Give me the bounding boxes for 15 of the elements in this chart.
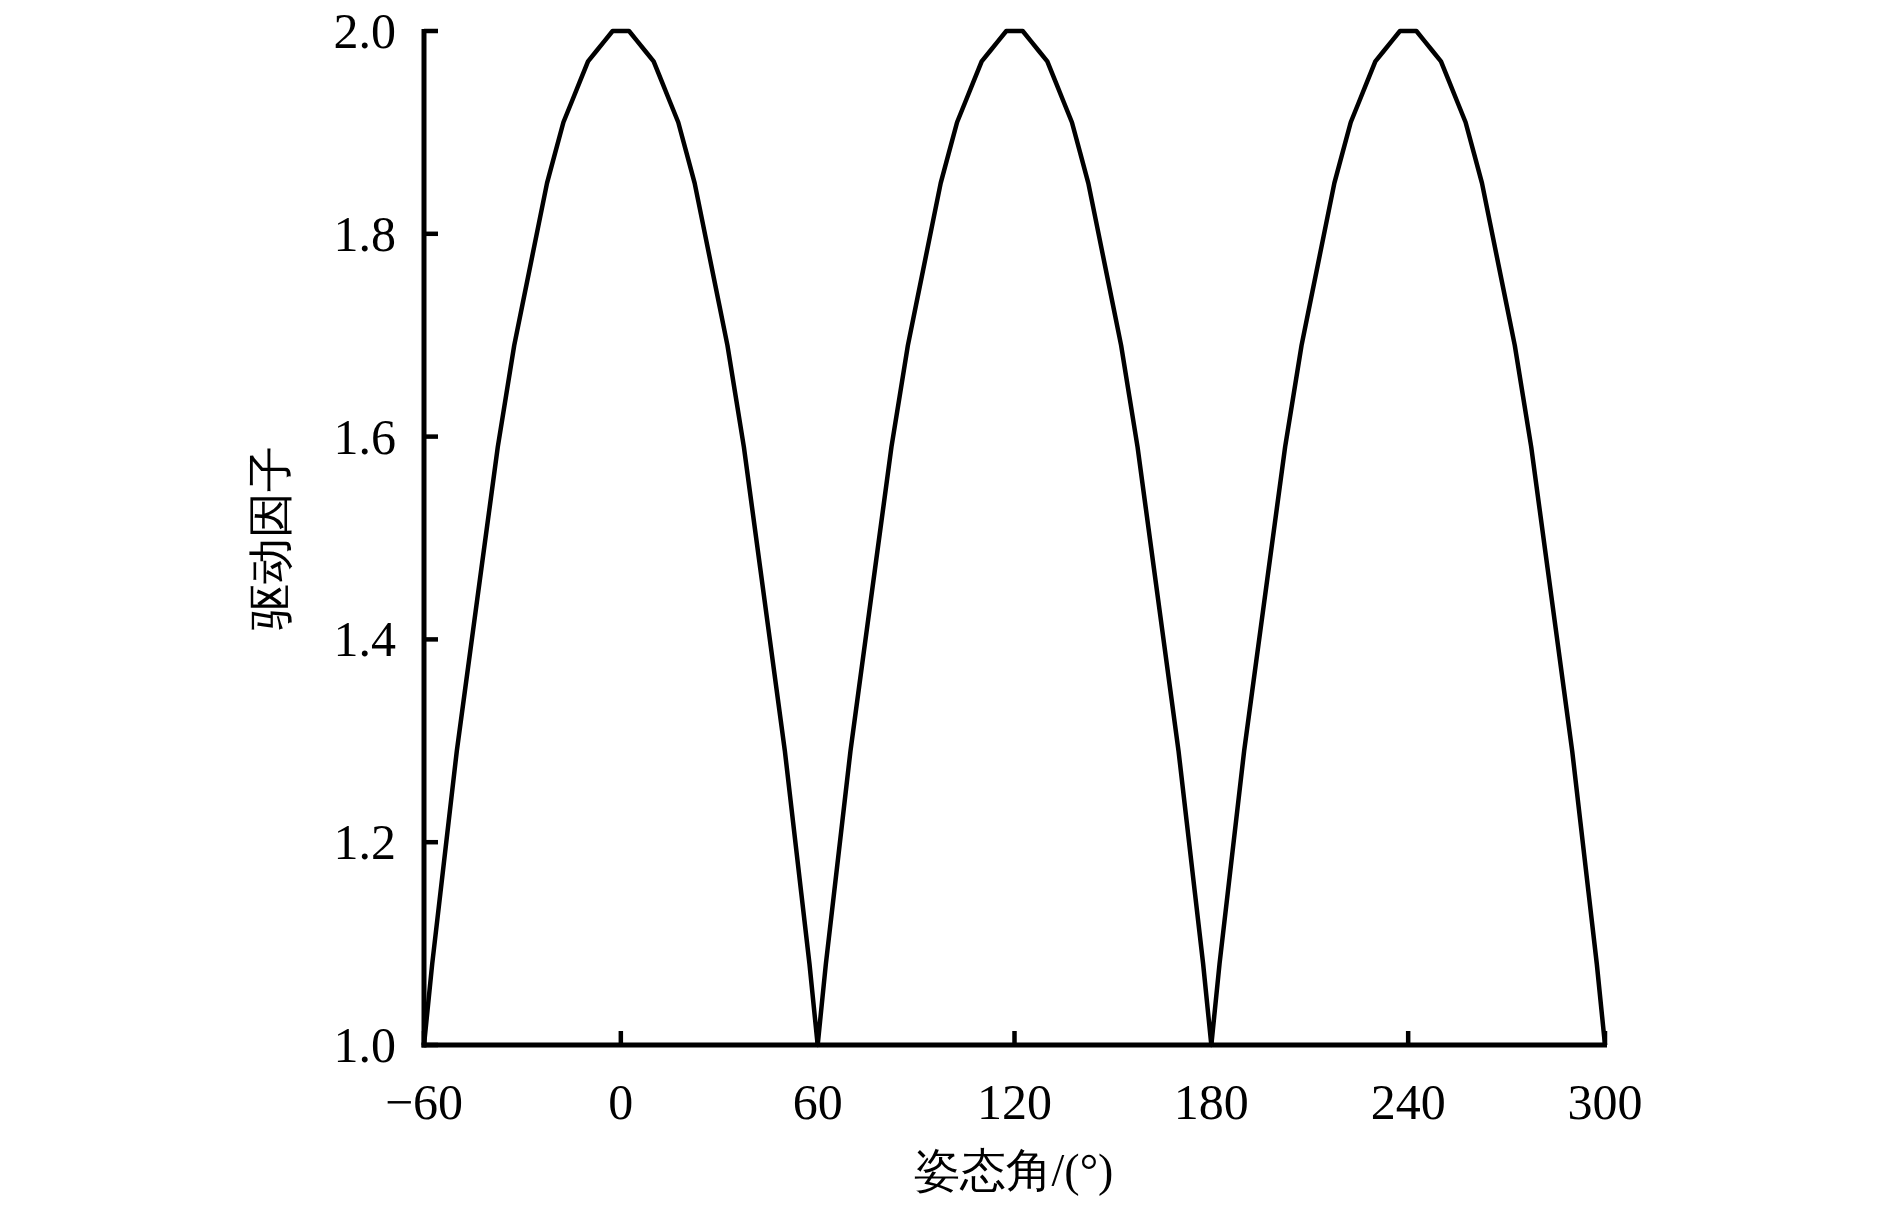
y-tick-label: 1.4 xyxy=(333,611,396,668)
x-tick-label: 180 xyxy=(1173,1074,1249,1130)
x-tick-label: −60 xyxy=(384,1074,464,1130)
x-tick-label: 120 xyxy=(977,1074,1052,1130)
y-tick-label: 1.2 xyxy=(333,814,396,871)
y-tick-label: 2.0 xyxy=(333,3,396,59)
y-tick-label: 1.0 xyxy=(333,1017,396,1073)
x-tick-label: 60 xyxy=(792,1074,843,1130)
x-tick-label: 300 xyxy=(1567,1074,1643,1130)
y-tick-label: 1.8 xyxy=(333,205,396,262)
x-tick-label: 240 xyxy=(1370,1074,1446,1130)
x-tick-label: 0 xyxy=(608,1074,634,1130)
x-axis-title: 姿态角/(°) xyxy=(913,1145,1114,1196)
y-tick-label: 1.6 xyxy=(333,408,396,465)
y-axis-title: 驱动因子 xyxy=(244,446,296,630)
